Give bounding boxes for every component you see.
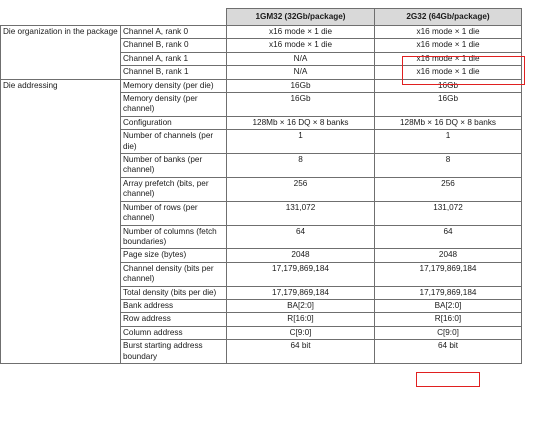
table-row: Page size (bytes) 2048 2048 xyxy=(1,248,522,263)
param-cell: Memory density (per channel) xyxy=(120,92,227,117)
param-cell: Number of columns (fetch boundaries) xyxy=(120,224,227,250)
param-cell: Channel B, rank 1 xyxy=(120,65,227,80)
param-cell: Memory density (per die) xyxy=(120,78,227,94)
header-2g32: 2G32 (64Gb/package) xyxy=(374,8,522,26)
value-cell-2g32: 16Gb xyxy=(374,78,522,94)
value-cell-2g32: x16 mode × 1 die xyxy=(374,65,522,80)
param-cell: Burst starting address boundary xyxy=(120,339,227,364)
group-label: Die organization in the package xyxy=(0,25,121,80)
value-cell-2g32: 1 xyxy=(374,129,522,155)
param-cell: Channel A, rank 0 xyxy=(120,24,227,40)
value-cell-2g32: 17,179,869,184 xyxy=(374,261,522,287)
value-cell-1gm32: 64 bit xyxy=(226,339,375,364)
param-cell: Array prefetch (bits, per channel) xyxy=(120,176,227,202)
value-cell-1gm32: BA[2:0] xyxy=(226,298,375,314)
value-cell-2g32: 17,179,869,184 xyxy=(374,285,522,300)
table-row: Memory density (per channel) 16Gb 16Gb xyxy=(1,92,522,117)
param-cell: Bank address xyxy=(120,298,227,314)
param-cell: Configuration xyxy=(120,115,227,131)
param-cell: Number of rows (per channel) xyxy=(120,200,227,226)
param-cell: Channel density (bits per channel) xyxy=(120,261,227,287)
value-cell-1gm32: N/A xyxy=(226,51,375,67)
value-cell-2g32: 16Gb xyxy=(374,92,522,117)
value-cell-2g32: 128Mb × 16 DQ × 8 banks xyxy=(374,115,522,131)
value-cell-2g32: x16 mode × 1 die xyxy=(374,51,522,67)
value-cell-2g32: 64 xyxy=(374,224,522,250)
value-cell-1gm32: 256 xyxy=(226,176,375,202)
param-cell: Channel B, rank 0 xyxy=(120,38,227,53)
value-cell-1gm32: 17,179,869,184 xyxy=(226,261,375,287)
value-cell-1gm32: 131,072 xyxy=(226,200,375,226)
table-row: Channel density (bits per channel) 17,179… xyxy=(1,261,522,287)
value-cell-1gm32: C[9:0] xyxy=(226,325,375,341)
value-cell-2g32: BA[2:0] xyxy=(374,298,522,314)
value-cell-1gm32: 16Gb xyxy=(226,92,375,117)
table-row: Array prefetch (bits, per channel) 256 256 xyxy=(1,176,522,202)
table-row: Column address C[9:0] C[9:0] xyxy=(1,325,522,341)
value-cell-1gm32: R[16:0] xyxy=(226,312,375,327)
param-cell: Number of banks (per channel) xyxy=(120,153,227,178)
table-row: Burst starting address boundary 64 bit 64 … xyxy=(1,339,522,364)
spec-table: 1GM32 (32Gb/package) 2G32 (64Gb/package)… xyxy=(0,8,522,364)
value-cell-2g32: R[16:0] xyxy=(374,312,522,327)
value-cell-2g32: 131,072 xyxy=(374,200,522,226)
value-cell-2g32: 64 bit xyxy=(374,339,522,364)
value-cell-1gm32: 8 xyxy=(226,153,375,178)
header-corner xyxy=(0,8,227,26)
value-cell-1gm32: x16 mode × 1 die xyxy=(226,24,375,40)
table-row: Die organization in the package Channel A… xyxy=(0,24,522,80)
value-cell-1gm32: 1 xyxy=(226,129,375,155)
value-cell-1gm32: 2048 xyxy=(226,248,375,263)
table-row: Number of columns (fetch boundaries) 64 64 xyxy=(1,224,522,250)
value-cell-2g32: x16 mode × 1 die xyxy=(374,38,522,53)
value-cell-2g32: C[9:0] xyxy=(374,325,522,341)
value-cell-1gm32: 64 xyxy=(226,224,375,250)
param-cell: Column address xyxy=(120,325,227,341)
value-cell-2g32: 256 xyxy=(374,176,522,202)
table-row: Die addressing Memory density (per die) 16… xyxy=(0,78,522,364)
header-row: 1GM32 (32Gb/package) 2G32 (64Gb/package) xyxy=(0,8,522,26)
group-label: Die addressing xyxy=(0,78,121,364)
highlight-box-row-address xyxy=(416,372,480,387)
table-row: Configuration 128Mb × 16 DQ × 8 banks 128M… xyxy=(1,115,522,131)
table-row: Channel B, rank 1 N/A x16 mode × 1 die xyxy=(1,65,522,80)
param-cell: Row address xyxy=(120,312,227,327)
param-cell: Channel A, rank 1 xyxy=(120,51,227,67)
param-cell: Page size (bytes) xyxy=(120,248,227,263)
value-cell-2g32: 2048 xyxy=(374,248,522,263)
value-cell-1gm32: x16 mode × 1 die xyxy=(226,38,375,53)
value-cell-2g32: x16 mode × 1 die xyxy=(374,24,522,40)
param-cell: Total density (bits per die) xyxy=(120,285,227,300)
table-row: Channel B, rank 0 x16 mode × 1 die x16 mod… xyxy=(1,38,522,53)
value-cell-2g32: 8 xyxy=(374,153,522,178)
value-cell-1gm32: 16Gb xyxy=(226,78,375,94)
value-cell-1gm32: N/A xyxy=(226,65,375,80)
value-cell-1gm32: 128Mb × 16 DQ × 8 banks xyxy=(226,115,375,131)
value-cell-1gm32: 17,179,869,184 xyxy=(226,285,375,300)
header-1gm32: 1GM32 (32Gb/package) xyxy=(226,8,375,26)
param-cell: Number of channels (per die) xyxy=(120,129,227,155)
partial-caption xyxy=(38,0,98,4)
